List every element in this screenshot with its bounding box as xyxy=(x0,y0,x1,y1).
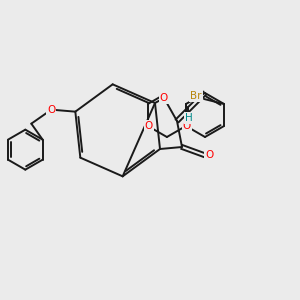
Text: Br: Br xyxy=(190,91,202,101)
Text: O: O xyxy=(160,93,168,103)
Text: O: O xyxy=(145,121,153,131)
Text: O: O xyxy=(205,150,213,160)
Text: O: O xyxy=(183,121,191,131)
Text: H: H xyxy=(185,113,193,123)
Text: O: O xyxy=(47,105,56,115)
